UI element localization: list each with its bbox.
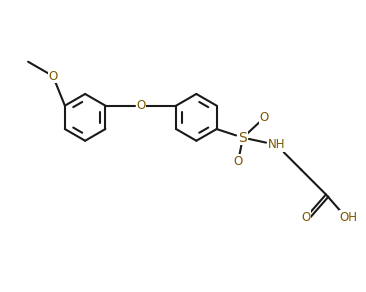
Text: O: O xyxy=(260,111,269,124)
Text: S: S xyxy=(239,131,247,145)
Text: O: O xyxy=(136,99,145,112)
Text: NH: NH xyxy=(268,138,285,151)
Text: O: O xyxy=(234,155,243,168)
Text: OH: OH xyxy=(339,211,357,224)
Text: O: O xyxy=(48,69,57,83)
Text: O: O xyxy=(301,211,310,224)
